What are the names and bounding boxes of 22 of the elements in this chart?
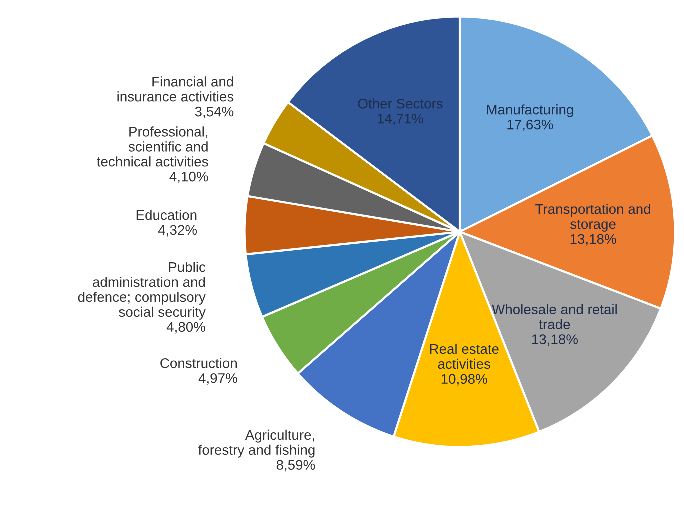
data-label: 4,10% xyxy=(170,172,208,184)
data-label: 4,97% xyxy=(198,373,238,385)
data-label: 13,18% xyxy=(532,334,578,346)
slice-label: Real estate activities xyxy=(430,344,499,370)
slice-label: Wholesale and retail trade xyxy=(492,304,617,330)
slice-label: Public administration and defence; compulsory social security xyxy=(78,262,206,320)
data-label: 3,54% xyxy=(195,106,234,118)
slice-label: Professional, scientific and technical activities xyxy=(97,126,208,167)
data-label: 17,63% xyxy=(508,120,554,132)
data-label: 8,59% xyxy=(276,460,316,472)
data-label: 14,71% xyxy=(378,114,424,126)
slice-label: Other Sectors xyxy=(358,98,443,109)
data-label: 4,80% xyxy=(166,322,206,334)
data-label: 10,98% xyxy=(442,374,488,386)
slice-label: Transportation and storage xyxy=(536,204,650,232)
data-label: 4,32% xyxy=(158,225,198,237)
slice-label: Construction xyxy=(160,358,237,368)
slice-label: Education xyxy=(136,210,197,220)
slice-label: Agriculture, forestry and fishing xyxy=(198,430,315,458)
slice-label: Financial and insurance activities xyxy=(118,76,234,102)
slice-label: Manufacturing xyxy=(487,104,574,118)
data-label: 13,18% xyxy=(570,234,616,246)
